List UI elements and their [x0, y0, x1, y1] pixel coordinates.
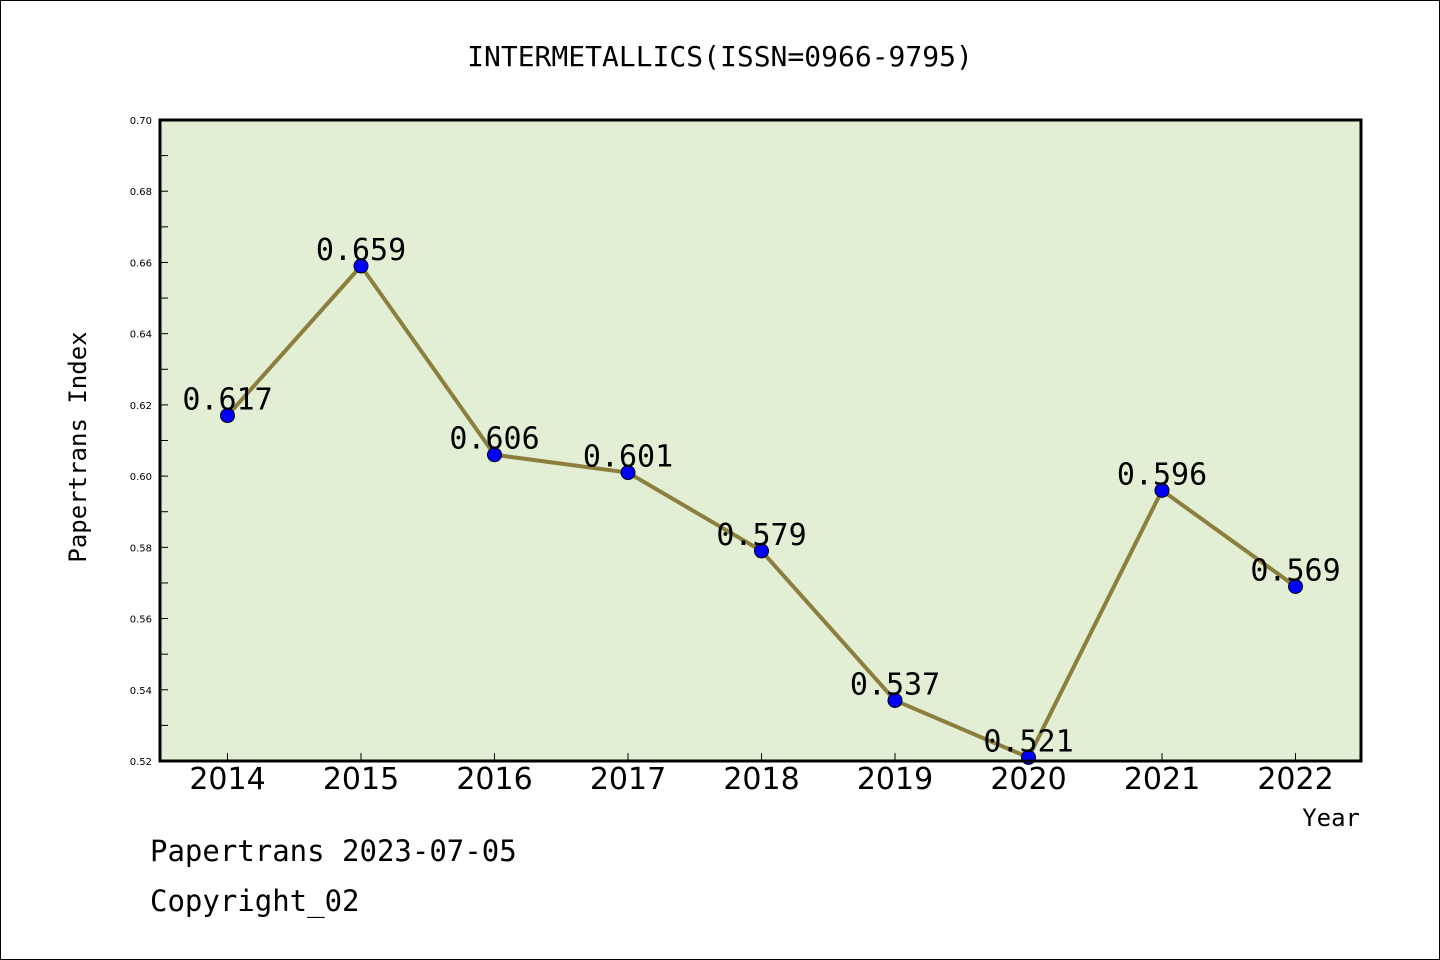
- data-label: 0.521: [983, 724, 1073, 759]
- data-label: 0.606: [449, 422, 539, 457]
- y-tick-label: 0.52: [130, 757, 152, 768]
- data-point: [887, 692, 903, 708]
- x-tick-label: 2021: [1124, 762, 1200, 797]
- y-tick-label: 0.66: [130, 258, 152, 269]
- x-tick-label: 2019: [857, 762, 933, 797]
- data-point: [1154, 482, 1170, 498]
- data-label: 0.659: [316, 233, 406, 268]
- data-point: [353, 258, 369, 274]
- y-tick-label: 0.62: [130, 401, 152, 412]
- x-axis-ticks: 2014 2015 2016 2017 2018 2019 2020 2021 2022: [189, 753, 1334, 797]
- data-label: 0.601: [583, 440, 673, 475]
- x-tick-label: 2018: [723, 762, 799, 797]
- x-tick-label: 2015: [323, 762, 399, 797]
- plot-border: [158, 118, 1363, 763]
- x-axis-label: Year: [1302, 804, 1360, 832]
- data-label: 0.596: [1117, 457, 1207, 492]
- x-tick-label: 2016: [456, 762, 532, 797]
- y-tick-label: 0.56: [130, 615, 152, 626]
- y-tick-label: 0.64: [130, 330, 152, 341]
- x-tick-label: 2014: [189, 762, 265, 797]
- data-point: [754, 543, 769, 559]
- y-tick-label: 0.60: [130, 472, 152, 483]
- x-tick-label: 2022: [1257, 762, 1333, 797]
- data-label: 0.569: [1250, 554, 1340, 589]
- x-tick-label: 2017: [590, 762, 666, 797]
- x-tick-label: 2020: [990, 762, 1066, 797]
- data-point: [1288, 579, 1303, 595]
- data-label: 0.579: [716, 518, 806, 553]
- y-tick-label: 0.68: [130, 187, 152, 198]
- footer-source: Papertrans 2023-07-05: [150, 834, 517, 868]
- data-point: [487, 447, 502, 463]
- data-markers: [220, 258, 1303, 765]
- data-point: [220, 408, 235, 424]
- data-label: 0.537: [850, 667, 940, 702]
- data-point: [620, 465, 636, 481]
- data-labels: 0.617 0.659 0.606 0.601 0.579 0.537 0.521 0.596…: [182, 233, 1340, 759]
- y-tick-label: 0.54: [130, 686, 152, 697]
- data-label: 0.617: [182, 383, 272, 418]
- y-axis-label: Papertrans Index: [64, 331, 92, 562]
- chart-title: INTERMETALLICS(ISSN=0966-9795): [467, 40, 973, 73]
- plot-area: [160, 120, 1361, 761]
- y-tick-label: 0.70: [130, 116, 152, 127]
- footer-copyright: Copyright_02: [150, 884, 360, 918]
- y-tick-label: 0.58: [130, 543, 152, 554]
